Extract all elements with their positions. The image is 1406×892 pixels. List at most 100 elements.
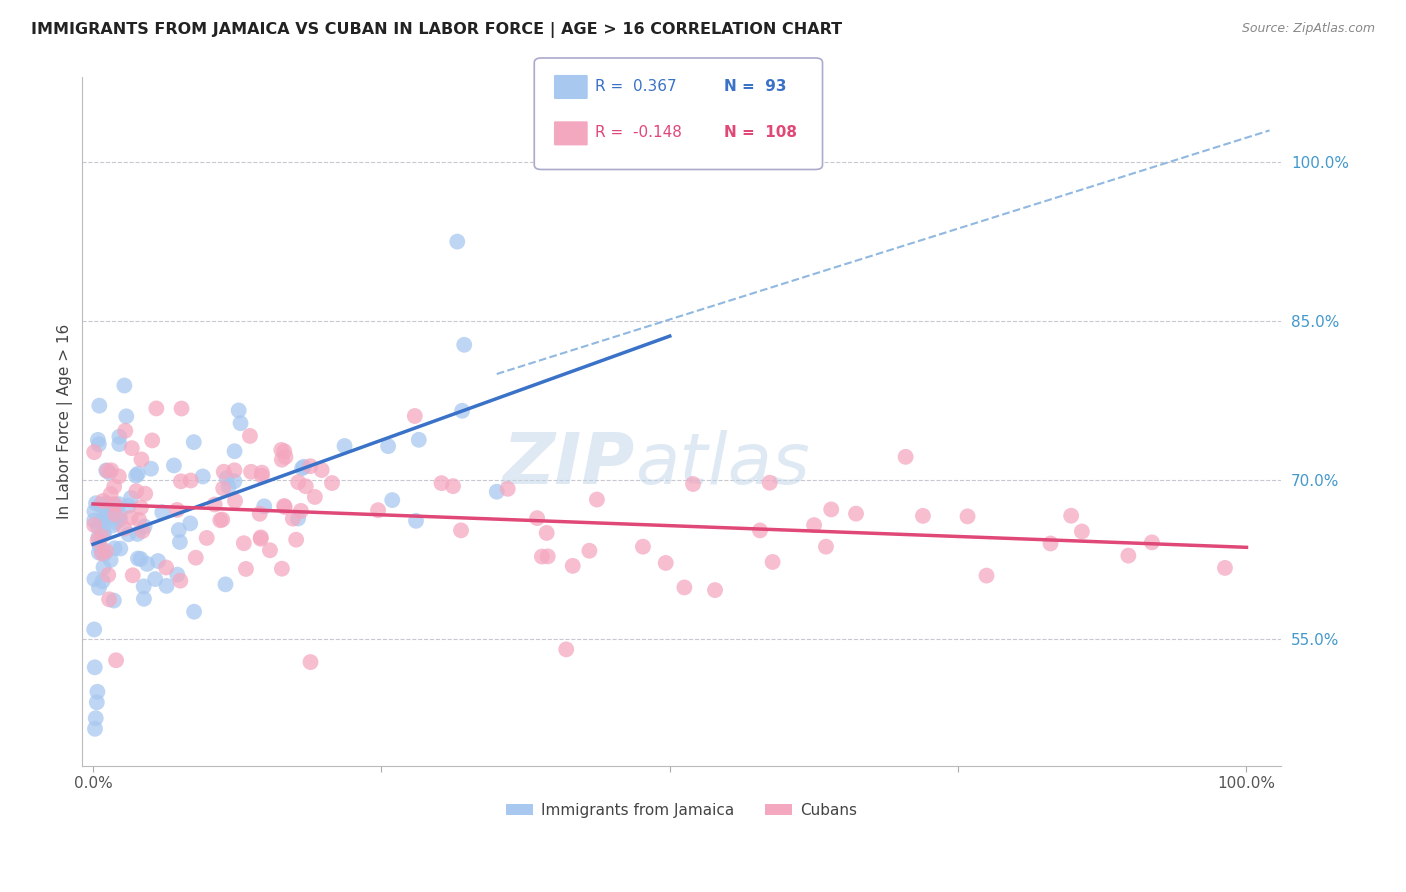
Point: [83, 572, 105, 586]
Point: [100, 463, 122, 477]
Point: [141, 434, 163, 448]
Point: [98, 592, 121, 607]
Point: [98, 466, 121, 480]
Point: [112, 521, 135, 535]
Point: [311, 463, 333, 477]
Point: [121, 568, 143, 582]
Point: [911, 508, 934, 523]
Point: [405, 514, 427, 528]
Point: [367, 503, 389, 517]
Point: [682, 477, 704, 491]
Point: [253, 500, 276, 514]
Y-axis label: In Labor Force | Age > 16: In Labor Force | Age > 16: [58, 324, 73, 519]
Point: [86, 695, 108, 709]
Point: [191, 469, 214, 483]
Point: [136, 557, 159, 571]
Point: [218, 479, 240, 493]
Point: [87, 519, 110, 533]
Point: [291, 461, 314, 475]
Point: [167, 523, 190, 537]
Text: N =  108: N = 108: [724, 126, 797, 140]
Text: Source: ZipAtlas.com: Source: ZipAtlas.com: [1241, 22, 1375, 36]
Point: [150, 505, 173, 519]
Point: [112, 378, 135, 392]
Point: [232, 536, 254, 550]
Point: [212, 465, 235, 479]
Point: [1140, 535, 1163, 549]
Point: [120, 491, 142, 505]
Point: [485, 484, 508, 499]
Point: [224, 494, 246, 508]
Point: [450, 524, 472, 538]
Point: [103, 479, 125, 493]
Point: [128, 513, 150, 527]
Point: [103, 593, 125, 607]
Point: [89, 399, 111, 413]
Point: [179, 516, 201, 531]
Point: [287, 475, 309, 490]
Point: [86, 684, 108, 698]
Point: [496, 482, 519, 496]
Point: [586, 492, 609, 507]
Point: [758, 475, 780, 490]
Point: [87, 433, 110, 447]
Point: [169, 574, 191, 588]
Point: [96, 464, 118, 478]
Point: [91, 544, 114, 558]
Point: [673, 581, 696, 595]
Point: [270, 562, 292, 576]
Point: [169, 535, 191, 549]
Text: IMMIGRANTS FROM JAMAICA VS CUBAN IN LABOR FORCE | AGE > 16 CORRELATION CHART: IMMIGRANTS FROM JAMAICA VS CUBAN IN LABO…: [31, 22, 842, 38]
Point: [100, 553, 122, 567]
Point: [274, 500, 297, 514]
Point: [184, 550, 207, 565]
Point: [84, 496, 107, 510]
Point: [281, 511, 304, 525]
Point: [381, 493, 404, 508]
Point: [94, 544, 117, 558]
Point: [228, 403, 250, 417]
Point: [108, 437, 131, 451]
Point: [270, 442, 292, 457]
Point: [270, 452, 292, 467]
Point: [239, 429, 262, 443]
Legend: Immigrants from Jamaica, Cubans: Immigrants from Jamaica, Cubans: [499, 797, 863, 823]
Point: [89, 539, 111, 553]
Point: [97, 568, 120, 582]
Point: [273, 499, 295, 513]
Point: [96, 463, 118, 477]
Point: [377, 439, 399, 453]
Point: [214, 577, 236, 591]
Point: [108, 508, 131, 523]
Point: [654, 556, 676, 570]
Point: [90, 514, 112, 528]
Point: [163, 458, 186, 473]
Point: [129, 500, 152, 515]
Point: [91, 511, 114, 525]
Point: [1213, 561, 1236, 575]
Point: [250, 468, 273, 483]
Point: [83, 514, 105, 528]
Point: [273, 444, 295, 458]
Point: [94, 512, 117, 526]
Text: R =  0.367: R = 0.367: [595, 79, 676, 94]
Point: [249, 507, 271, 521]
Point: [87, 581, 110, 595]
Point: [195, 531, 218, 545]
Point: [761, 555, 783, 569]
Point: [526, 511, 548, 525]
Point: [120, 510, 142, 524]
Point: [93, 560, 115, 574]
Point: [155, 579, 177, 593]
Point: [956, 509, 979, 524]
Point: [441, 479, 464, 493]
Point: [127, 527, 149, 541]
Point: [91, 494, 114, 508]
Point: [87, 530, 110, 544]
Point: [87, 437, 110, 451]
Point: [131, 452, 153, 467]
Point: [294, 479, 316, 493]
Point: [259, 543, 281, 558]
Point: [803, 518, 825, 533]
Point: [235, 562, 257, 576]
